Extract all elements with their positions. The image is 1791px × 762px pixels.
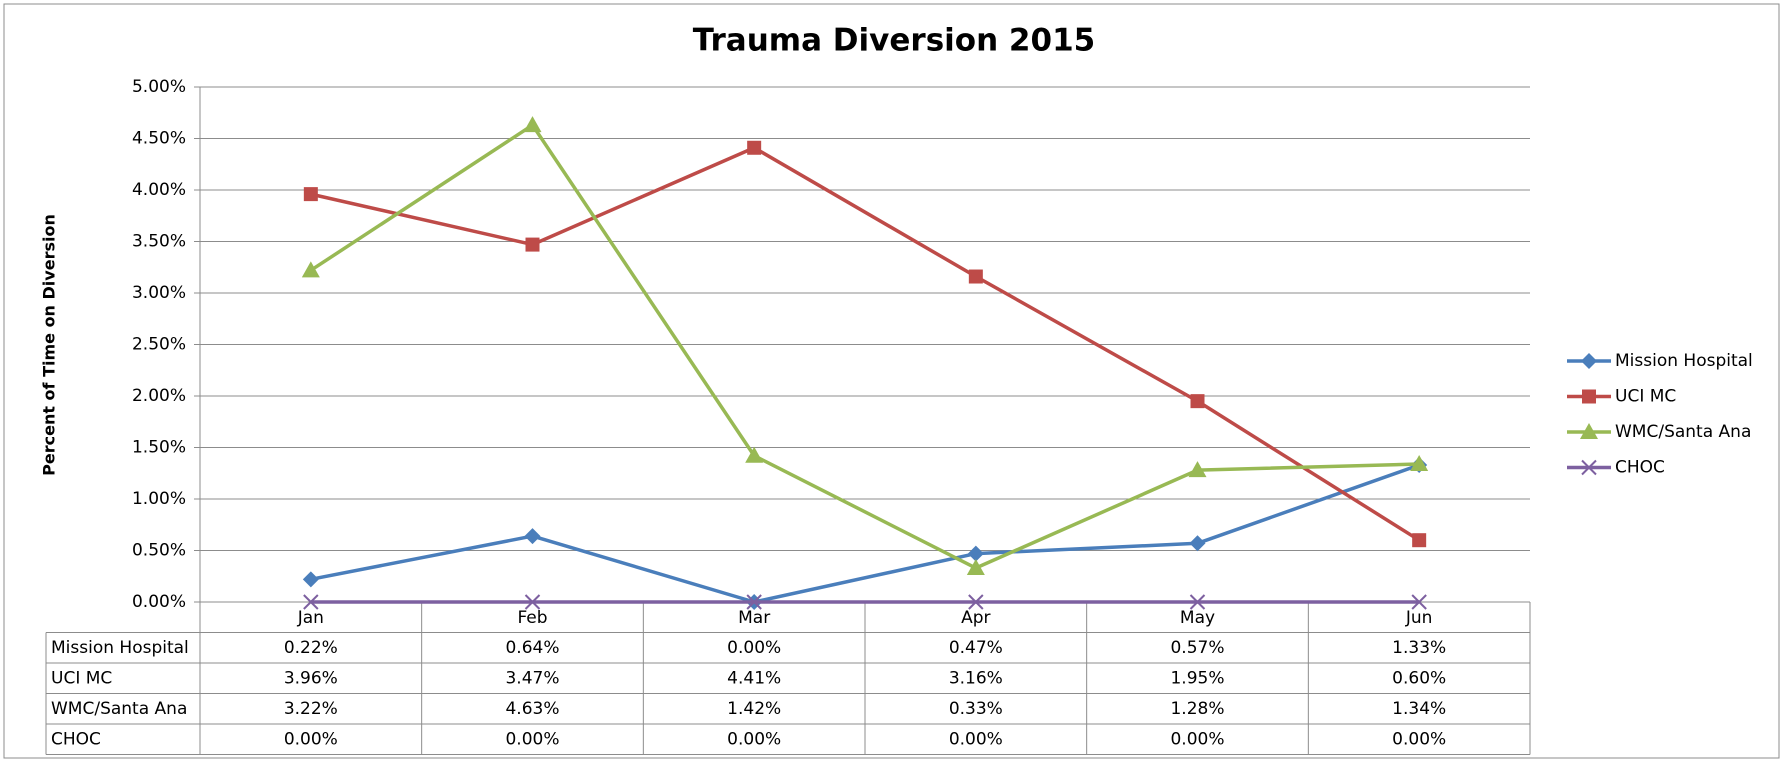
data-point — [303, 187, 318, 202]
table-cell: 3.22% — [284, 699, 338, 719]
data-point — [1188, 461, 1207, 478]
data-point — [967, 545, 984, 562]
table-cell: 0.00% — [949, 729, 1003, 749]
y-tick-label: 2.00% — [132, 386, 186, 406]
table-cell: 4.63% — [505, 699, 559, 719]
table-cell: 1.34% — [1392, 699, 1446, 719]
y-axis-label: Percent of Time on Diversion — [40, 214, 59, 476]
table-cell: 1.42% — [727, 699, 781, 719]
x-tick-label: Jun — [1405, 608, 1433, 628]
chart-title: Trauma Diversion 2015 — [693, 23, 1095, 59]
series-line — [309, 123, 1420, 570]
data-point — [745, 446, 764, 463]
data-point — [966, 559, 985, 576]
table-cell: 0.00% — [1392, 729, 1446, 749]
table-cell: 4.41% — [727, 668, 781, 688]
table-cell: 0.33% — [949, 699, 1003, 719]
y-tick-label: 3.50% — [132, 232, 186, 252]
x-tick-label: Jan — [297, 608, 324, 628]
legend-label: UCI MC — [1615, 387, 1676, 407]
data-point — [1189, 594, 1206, 610]
y-tick-label: 4.50% — [132, 129, 186, 149]
table-cell: 3.96% — [284, 668, 338, 688]
y-tick-label: 0.50% — [132, 541, 186, 561]
data-point — [1189, 535, 1206, 552]
table-cell: 0.00% — [505, 729, 559, 749]
y-tick-label: 5.00% — [132, 77, 186, 97]
data-point — [746, 594, 762, 610]
chart-border — [3, 3, 1780, 759]
table-cell: 0.47% — [949, 638, 1003, 658]
data-point — [525, 237, 540, 252]
data-point — [1412, 533, 1427, 548]
series-line — [310, 146, 1421, 542]
table-cell: 0.22% — [284, 638, 338, 658]
legend-label: WMC/Santa Ana — [1615, 422, 1751, 442]
legend-label: Mission Hospital — [1615, 351, 1753, 371]
table-cell: 0.00% — [284, 729, 338, 749]
data-point — [524, 528, 541, 545]
y-tick-label: 2.50% — [132, 335, 186, 355]
table-cell: 3.47% — [505, 668, 559, 688]
x-tick-label: Feb — [517, 608, 547, 628]
x-tick-label: Mar — [738, 608, 770, 628]
data-point — [747, 140, 762, 155]
y-tick-label: 1.50% — [132, 438, 186, 458]
table-cell: 0.64% — [505, 638, 559, 658]
table-cell: 1.28% — [1170, 699, 1224, 719]
data-point — [968, 269, 983, 284]
table-cell: 0.00% — [727, 729, 781, 749]
data-point — [524, 594, 541, 610]
table-row-header: WMC/Santa Ana — [51, 699, 187, 719]
x-tick-label: May — [1180, 608, 1215, 628]
table-cell: 0.00% — [727, 638, 781, 658]
data-point — [1410, 454, 1429, 471]
table-cell: 0.60% — [1392, 668, 1446, 688]
legend-marker — [1582, 389, 1596, 404]
table-cell: 1.33% — [1392, 638, 1446, 658]
data-point — [303, 594, 319, 610]
y-tick-label: 4.00% — [132, 180, 186, 200]
legend-marker — [1581, 353, 1597, 369]
series-line — [310, 463, 1420, 604]
y-tick-label: 3.00% — [132, 283, 186, 303]
data-point — [968, 594, 984, 610]
table-cell: 1.95% — [1170, 668, 1224, 688]
table-cell: 0.00% — [1170, 729, 1224, 749]
legend-marker — [1580, 423, 1598, 439]
table-cell: 3.16% — [949, 668, 1003, 688]
data-point — [1411, 594, 1427, 610]
legend-marker — [1581, 459, 1597, 476]
table-row-header: CHOC — [51, 729, 101, 749]
data-point — [302, 571, 319, 588]
x-tick-label: Apr — [961, 608, 990, 628]
table-row-header: Mission Hospital — [51, 638, 189, 658]
legend-label: CHOC — [1615, 458, 1665, 478]
table-cell: 0.57% — [1170, 638, 1224, 658]
data-point — [523, 116, 542, 133]
table-row-header: UCI MC — [51, 668, 112, 688]
data-point — [301, 261, 320, 278]
data-point — [1190, 394, 1205, 409]
y-tick-label: 0.00% — [132, 592, 186, 612]
y-tick-label: 1.00% — [132, 489, 186, 509]
